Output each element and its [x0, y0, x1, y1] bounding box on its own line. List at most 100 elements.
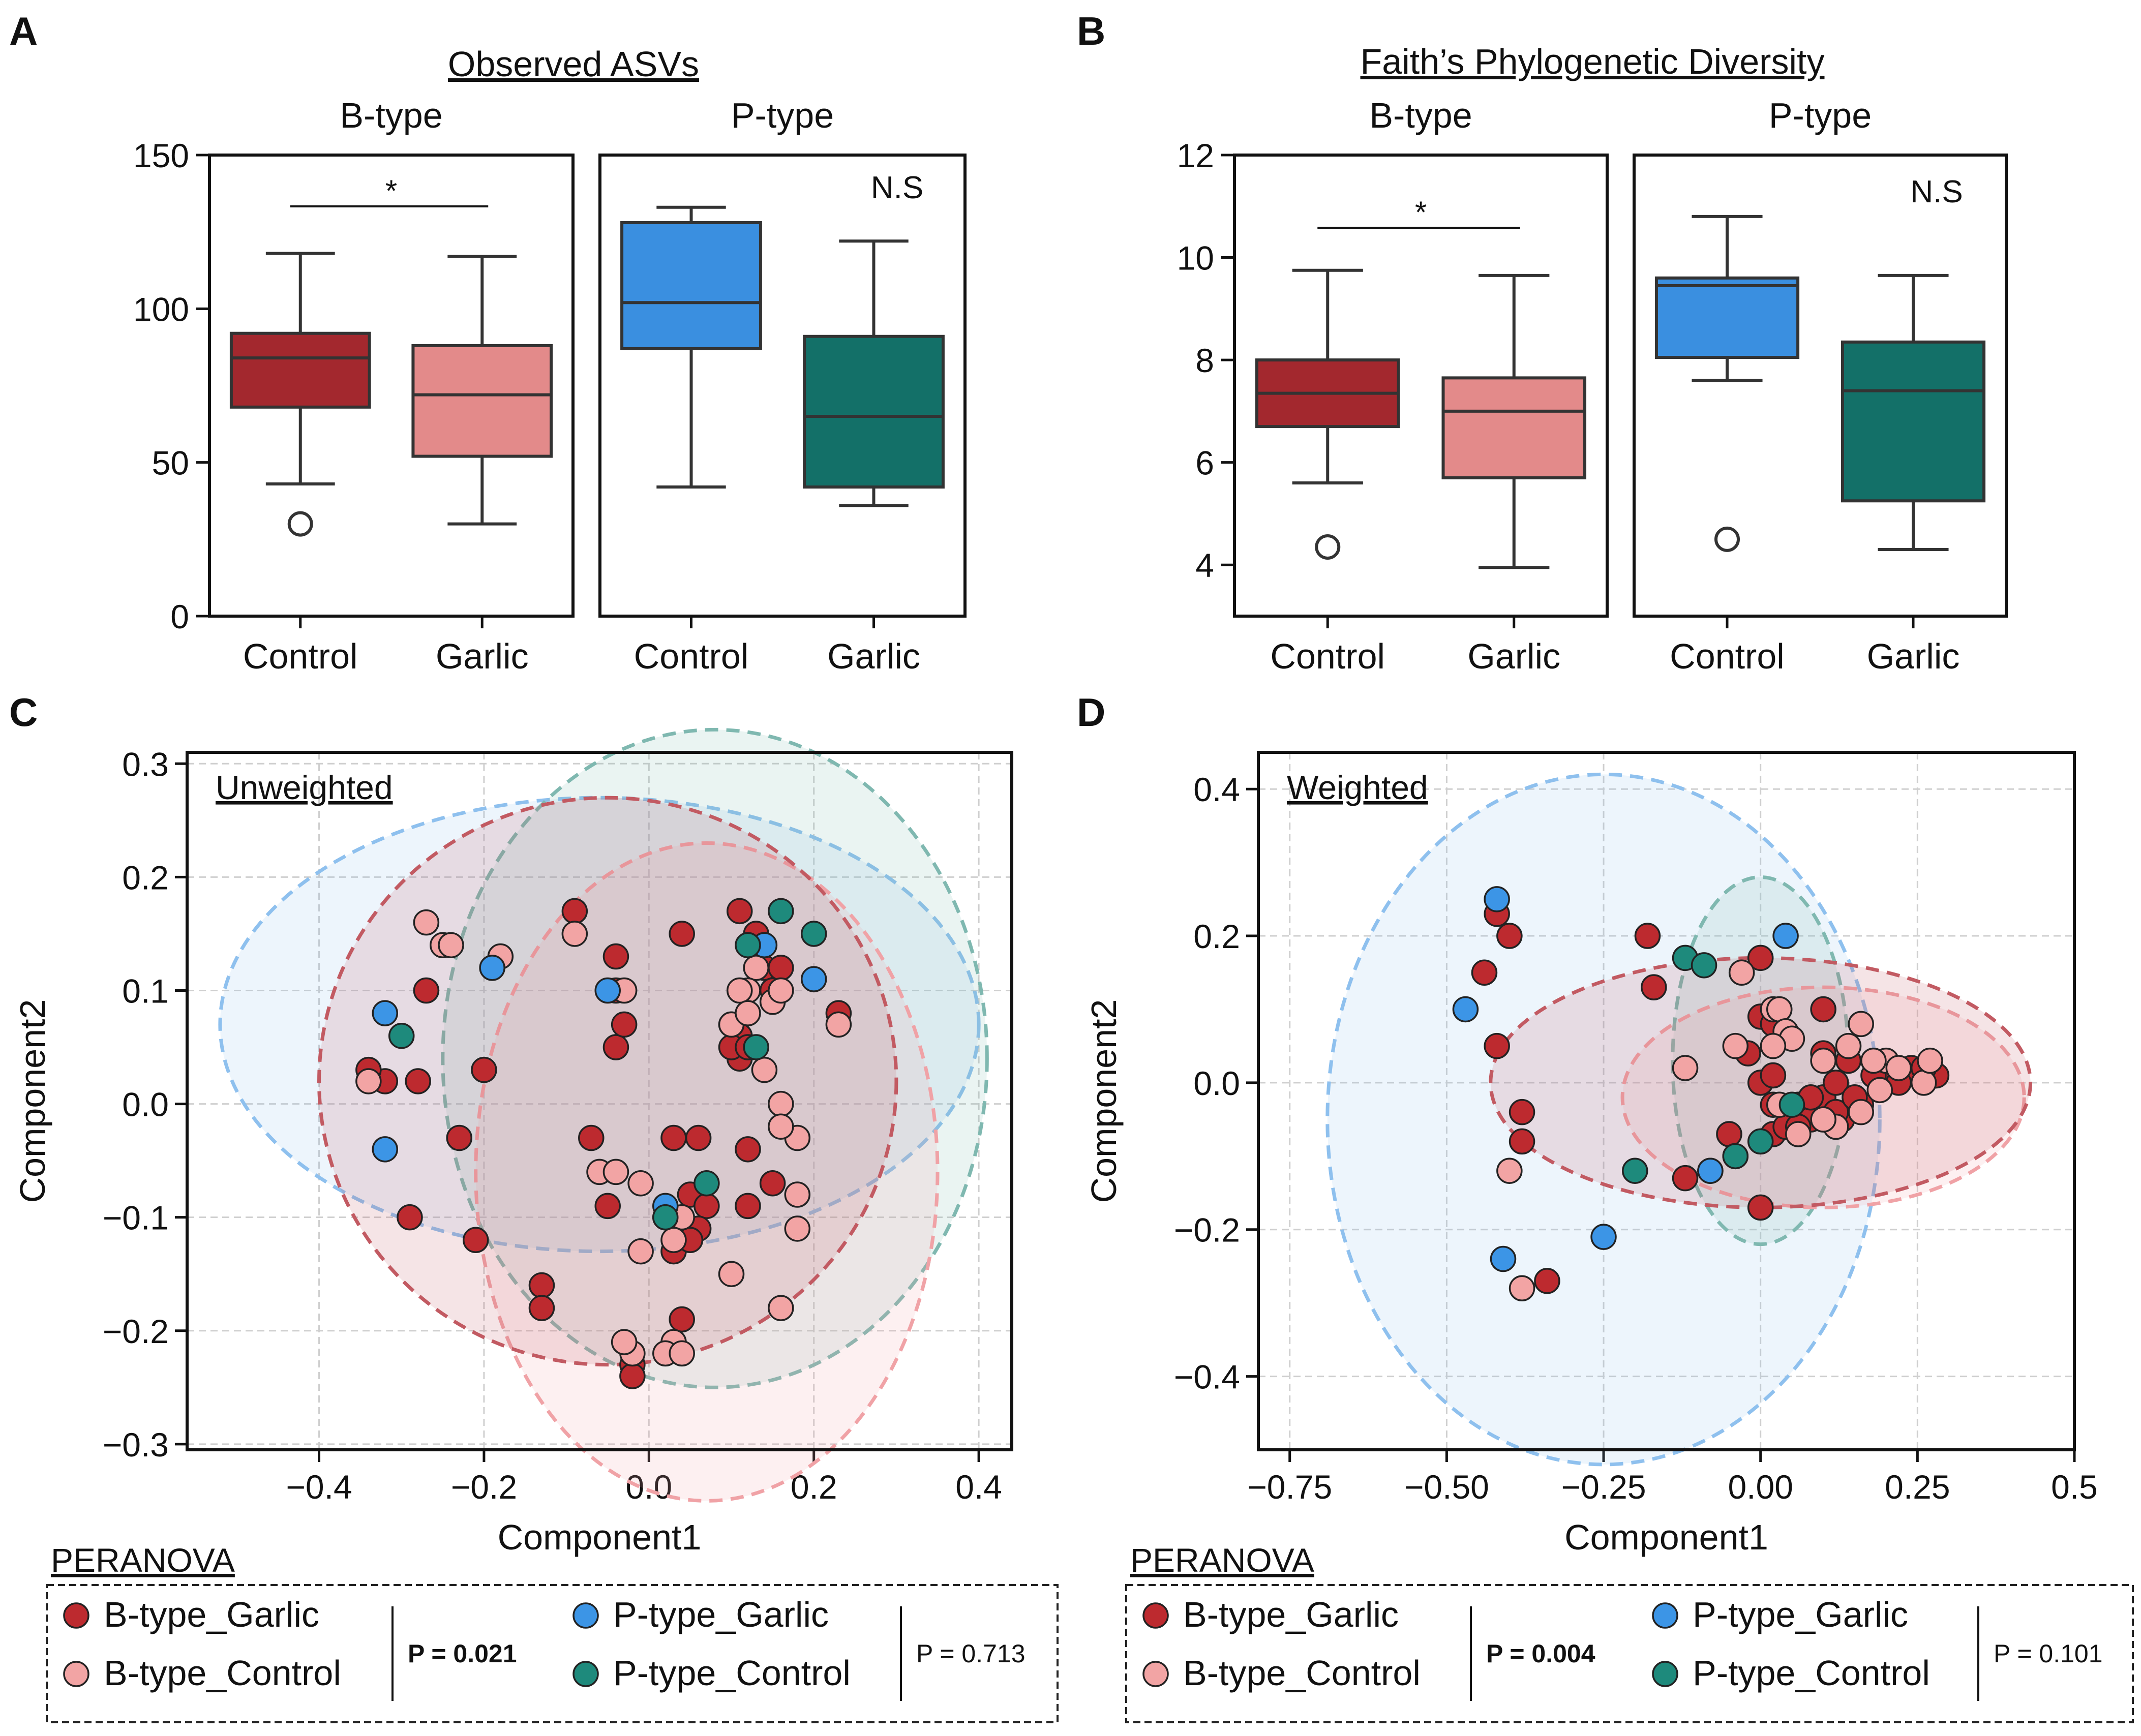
panelC-point-p-type-garlic — [800, 966, 827, 992]
panelD-point-b-type-garlic — [1509, 1128, 1535, 1155]
panelB-box — [1441, 376, 1587, 479]
panelD-xtick-label: −0.50 — [1404, 1468, 1489, 1506]
panelC-point-b-type-garlic — [768, 955, 794, 981]
panelC-point-p-type-control — [768, 898, 794, 925]
panelC-point-b-type-control — [561, 921, 588, 947]
panelC-point-b-type-garlic — [602, 943, 629, 970]
panelC-legend-label-p-control: P-type_Control — [613, 1653, 851, 1693]
panelC-legend-marker-b-control — [63, 1661, 89, 1687]
panelC-point-b-type-garlic — [611, 1011, 638, 1038]
panelC-point-b-type-control — [627, 1238, 654, 1265]
panelC-xtick-label: 0.4 — [955, 1468, 1002, 1506]
panelD-point-b-type-garlic — [1810, 996, 1836, 1023]
panelC-point-b-type-control — [660, 1227, 687, 1254]
panelD-point-b-type-garlic — [1484, 1032, 1510, 1059]
panelD-legend-label-b-control: B-type_Control — [1183, 1653, 1421, 1693]
panelB-ytick-label: 6 — [1195, 444, 1214, 482]
panelC-point-b-type-control — [602, 1159, 629, 1185]
panelD-xtick-label: −0.75 — [1247, 1468, 1332, 1506]
panelD-inset-label: Weighted — [1287, 769, 1428, 806]
panelD-ytick-label: −0.4 — [1174, 1358, 1240, 1396]
panelB-ytick-label: 10 — [1177, 239, 1214, 277]
panelA-box — [411, 344, 553, 458]
panelC-legend-marker-b-garlic — [63, 1602, 89, 1629]
panelA-xtick-label: Control — [243, 636, 358, 676]
panelC-point-p-type-control — [735, 932, 761, 959]
panelC-legend-label-b-garlic: B-type_Garlic — [104, 1595, 319, 1634]
panel-a-title: Observed ASVs — [448, 44, 699, 84]
panel-b-title: Faith’s Phylogenetic Diversity — [1361, 42, 1825, 81]
panelD-point-b-type-control — [1766, 996, 1793, 1023]
panelC-ytick-label: 0.0 — [122, 1086, 169, 1123]
panelB-facet-label: B-type — [1369, 96, 1472, 135]
panelC-point-p-type-control — [652, 1204, 679, 1231]
panelA-ytick-label: 150 — [133, 137, 189, 174]
panelD-xlabel: Component1 — [1564, 1517, 1768, 1557]
panelD-legend-heading: PERANOVA — [1130, 1541, 1314, 1579]
panelB-significance-label: * — [1415, 195, 1427, 229]
panelC-point-b-type-garlic — [726, 898, 753, 925]
panelB-box — [1841, 340, 1986, 503]
panelA-box — [803, 334, 945, 489]
panelD-point-b-type-garlic — [1509, 1099, 1535, 1125]
panelB-xtick-label: Control — [1270, 636, 1385, 676]
panelC-legend-marker-p-garlic — [572, 1602, 599, 1629]
panelC-point-b-type-control — [768, 1113, 794, 1140]
panelC-point-p-type-control — [800, 921, 827, 947]
panelD-point-b-type-garlic — [1823, 1070, 1849, 1096]
panelC-point-b-type-control — [669, 1340, 695, 1367]
panelB-xtick-label: Garlic — [1467, 636, 1560, 676]
panelC-ylabel: Component2 — [13, 999, 52, 1203]
panelD-legend-box — [1125, 1584, 2134, 1723]
panel-a-boxplot: 0 50 100 150 B-type Control Garlic * P-type Contr… — [133, 96, 967, 676]
panelA-box — [620, 221, 762, 350]
panelD-point-b-type-garlic — [1641, 974, 1667, 1000]
panelC-point-b-type-garlic — [660, 1124, 687, 1151]
panelC-ytick-label: −0.2 — [103, 1313, 169, 1350]
panelB-outlier — [1315, 534, 1341, 560]
panelC-point-b-type-control — [611, 1329, 638, 1355]
panelA-ytick-label: 50 — [152, 444, 189, 482]
panelA-facet-frame — [598, 154, 967, 618]
panelD-point-p-type-control — [1722, 1143, 1749, 1170]
panelD-point-b-type-control — [1810, 1047, 1836, 1074]
panelA-box — [229, 331, 371, 409]
panelC-point-b-type-garlic — [446, 1124, 473, 1151]
panelC-point-b-type-control — [768, 1090, 794, 1117]
panelD-point-b-type-control — [1509, 1275, 1535, 1302]
panelC-legend-heading: PERANOVA — [51, 1541, 235, 1579]
panelD-point-p-type-garlic — [1697, 1158, 1724, 1184]
panelC-point-p-type-control — [743, 1034, 769, 1060]
panelD-ytick-label: −0.2 — [1174, 1211, 1240, 1249]
panelC-point-b-type-control — [784, 1181, 811, 1208]
panelD-point-b-type-garlic — [1534, 1268, 1560, 1294]
panelD-xtick-label: 0.00 — [1728, 1468, 1793, 1506]
panelC-point-p-type-garlic — [372, 1136, 399, 1163]
panelD-ytick-label: 0.2 — [1193, 918, 1240, 955]
panelD-point-b-type-garlic — [1471, 959, 1498, 986]
panelA-ytick-label: 0 — [170, 598, 189, 635]
panelC-point-b-type-garlic — [602, 1034, 629, 1060]
panelA-ytick-label: 100 — [133, 290, 189, 328]
panelC-plot-frame — [186, 751, 1013, 1451]
panelD-point-p-type-garlic — [1590, 1224, 1617, 1250]
panelA-facet-frame — [208, 154, 575, 618]
panelC-point-b-type-control — [726, 977, 753, 1004]
panelD-point-b-type-garlic — [1747, 945, 1774, 971]
panelC-point-b-type-garlic — [669, 921, 695, 947]
panelD-legend-label-p-control: P-type_Control — [1693, 1653, 1930, 1693]
panelD-point-p-type-control — [1778, 1091, 1805, 1118]
panelB-significance-label: N.S — [1910, 174, 1963, 209]
panelD-legend-marker-p-garlic — [1652, 1602, 1678, 1629]
panelC-point-b-type-control — [825, 1011, 852, 1038]
panel-d-pcoa: −0.75 −0.50 −0.25 0.00 0.25 0.5 −0.4 −0.2 0.0 0.2… — [1084, 751, 2134, 1723]
panelB-box — [1654, 276, 1800, 359]
panelD-point-p-type-control — [1622, 1158, 1648, 1184]
panelD-legend-label-p-garlic: P-type_Garlic — [1693, 1595, 1908, 1634]
panel-c-pcoa: −0.4 −0.2 0.0 0.2 0.4−0.3−0.2−0.10.00.10.20.… — [13, 727, 1059, 1723]
panelB-xtick-label: Control — [1670, 636, 1785, 676]
panelC-point-b-type-garlic — [462, 1227, 489, 1254]
panelC-point-p-type-control — [388, 1022, 415, 1049]
panelD-point-b-type-garlic — [1760, 1062, 1787, 1089]
panelD-point-b-type-garlic — [1634, 923, 1661, 949]
